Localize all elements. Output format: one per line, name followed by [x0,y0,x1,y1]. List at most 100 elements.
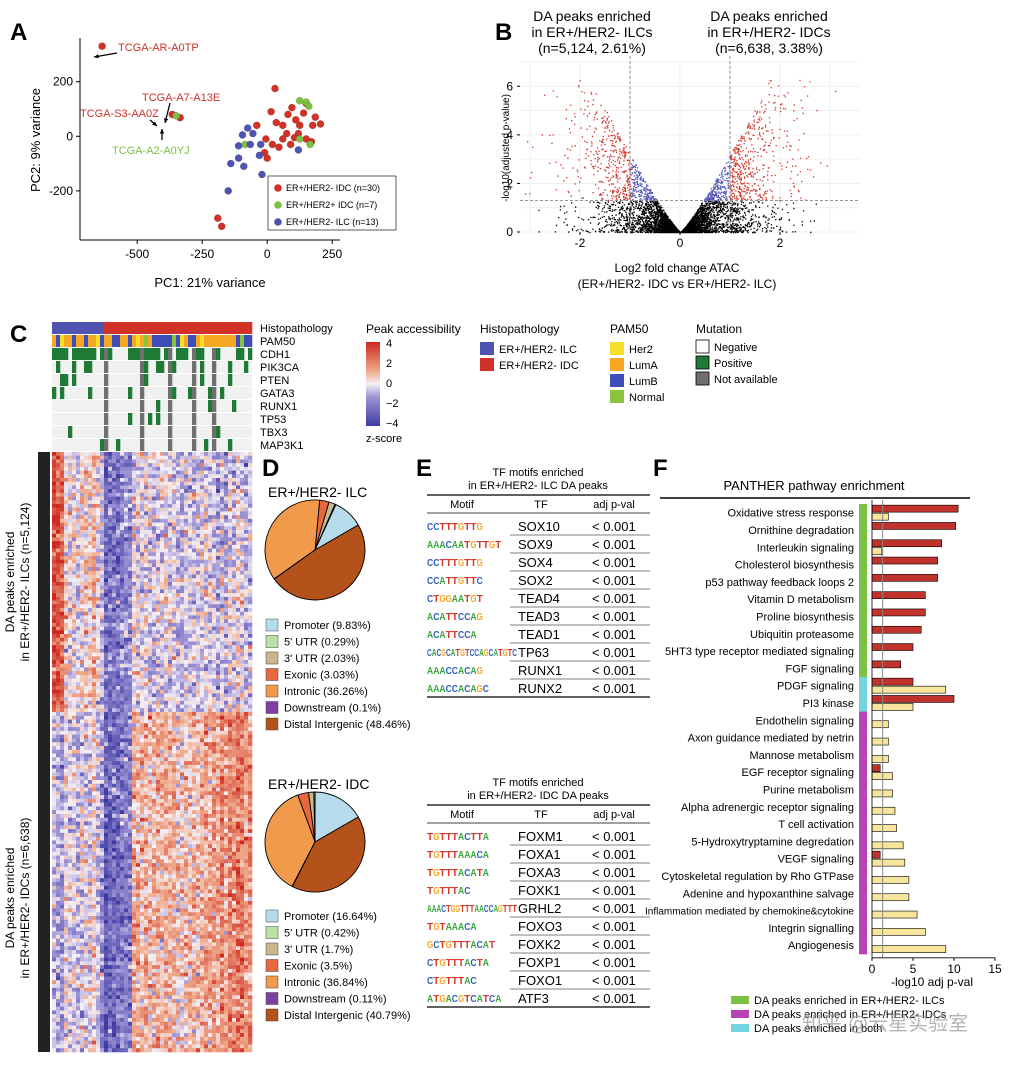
heatmap-cell [144,626,149,631]
heatmap-cell [140,787,145,792]
heatmap-cell [124,596,129,601]
heatmap-cell [136,459,141,464]
heatmap-cell [232,556,237,561]
heatmap-cell [220,466,225,471]
heatmap-cell [240,700,245,705]
heatmap-cell [116,678,121,683]
heatmap-cell [144,634,149,639]
heatmap-cell [124,641,129,646]
heatmap-cell [172,746,177,751]
heatmap-cell [236,764,241,769]
heatmap-cell [208,556,213,561]
pca-point [172,111,180,120]
heatmap-cell [248,671,253,676]
heatmap-cell [84,570,89,575]
heatmap-cell [72,463,77,468]
heatmap-cell [224,556,229,561]
heatmap-cell [52,686,57,691]
heatmap-cell [80,515,85,520]
heatmap-cell [148,492,153,497]
heatmap-cell [212,585,217,590]
heatmap-cell [152,678,157,683]
volcano-plot-area [520,62,860,232]
heatmap-cell [240,504,245,509]
heatmap-cell [88,474,93,479]
heatmap-cell [220,526,225,531]
heatmap-cell [96,738,101,743]
heatmap-cell [232,753,237,758]
heatmap-cell [180,556,185,561]
heatmap-cell [224,481,229,486]
heatmap-cell [212,593,217,598]
heatmap-cell [112,459,117,464]
heatmap-cell [200,734,205,739]
heatmap-cell [180,686,185,691]
heatmap-cell [232,619,237,624]
heatmap-cell [104,548,109,553]
heatmap-cell [236,746,241,751]
heatmap-cell [196,622,201,627]
heatmap-cell [180,761,185,766]
heatmap-cell [60,757,65,762]
heatmap-cell [196,552,201,557]
heatmap-cell [88,704,93,709]
heatmap-cell [92,708,97,713]
heatmap-cell [152,783,157,788]
heatmap-cell [224,715,229,720]
heatmap-cell [160,787,165,792]
heatmap-cell [148,689,153,694]
heatmap-cell [144,787,149,792]
heatmap-cell [136,552,141,557]
heatmap-cell [108,608,113,613]
annotation-cell-pam50 [72,335,77,347]
heatmap-cell [236,582,241,587]
heatmap-cell [216,537,221,542]
heatmap-cell [148,682,153,687]
heatmap-cell [144,730,149,735]
heatmap-cell [124,708,129,713]
heatmap-cell [60,787,65,792]
heatmap-cell [208,570,213,575]
heatmap-cell [120,541,125,546]
heatmap-cell [144,537,149,542]
heatmap-cell [236,511,241,516]
heatmap-cell [136,656,141,661]
heatmap-cell [220,734,225,739]
volcano-y-tick-label: 6 [506,79,513,93]
heatmap-cell [188,582,193,587]
heatmap-cell [176,700,181,705]
heatmap-cell [244,761,249,766]
heatmap-cell [72,504,77,509]
heatmap-cell [172,719,177,724]
heatmap-cell [96,608,101,613]
heatmap-cell [240,459,245,464]
heatmap-cell [164,537,169,542]
heatmap-cell [184,686,189,691]
heatmap-cell [92,689,97,694]
heatmap-cell [236,667,241,672]
heatmap-cell [172,544,177,549]
heatmap-cell [140,459,145,464]
heatmap-cell [212,559,217,564]
heatmap-cell [112,667,117,672]
heatmap-cell [160,764,165,769]
heatmap-cell [60,746,65,751]
annotation-cell-mutation [244,361,249,373]
heatmap-cell [216,466,221,471]
heatmap-cell [236,753,241,758]
heatmap-cell [184,730,189,735]
heatmap-cell [168,746,173,751]
heatmap-cell [224,455,229,460]
heatmap-cell [116,622,121,627]
annotation-cell-histopathology [136,322,141,334]
heatmap-cell [204,589,209,594]
heatmap-cell [60,630,65,635]
heatmap-cell [72,764,77,769]
heatmap-cell [132,791,137,796]
heatmap-cell [200,776,205,781]
heatmap-cell [88,689,93,694]
heatmap-cell [232,757,237,762]
heatmap-cell [176,678,181,683]
heatmap-cell [80,704,85,709]
heatmap-cell [240,738,245,743]
